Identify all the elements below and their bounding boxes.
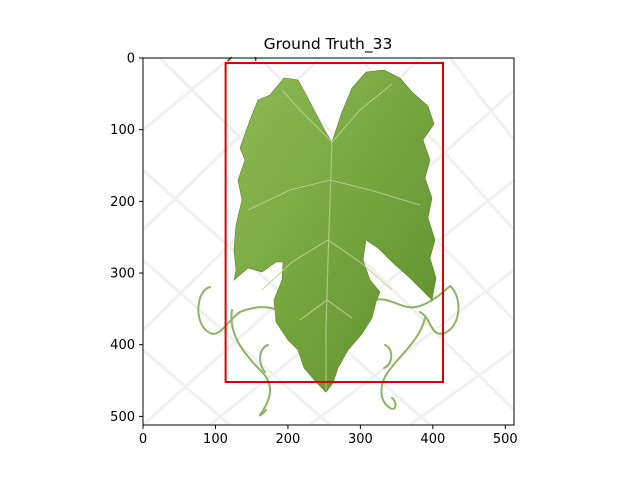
y-tick-label: 400 <box>110 338 135 353</box>
bounding-box <box>224 62 444 383</box>
leaf-image <box>143 58 514 425</box>
x-tick-label: 100 <box>203 432 228 447</box>
y-tick-label: 0 <box>127 52 135 67</box>
x-tick-label: 300 <box>348 432 373 447</box>
leaf-shape <box>233 69 437 393</box>
x-tick-label: 500 <box>493 432 518 447</box>
y-axis: 0 100 200 300 400 500 <box>110 52 143 425</box>
x-tick-label: 400 <box>420 432 445 447</box>
tendrils <box>197 284 460 417</box>
x-tick-label: 0 <box>139 432 147 447</box>
x-axis: 0 100 200 300 400 500 <box>139 425 518 447</box>
y-tick-label: 300 <box>110 267 135 282</box>
y-tick-label: 500 <box>110 410 135 425</box>
y-tick-label: 200 <box>110 195 135 210</box>
plot-title: Ground Truth_33 <box>264 35 393 54</box>
x-tick-label: 200 <box>276 432 301 447</box>
y-tick-label: 100 <box>110 123 135 138</box>
leaf-veins <box>247 83 421 390</box>
axes-frame <box>142 57 515 426</box>
